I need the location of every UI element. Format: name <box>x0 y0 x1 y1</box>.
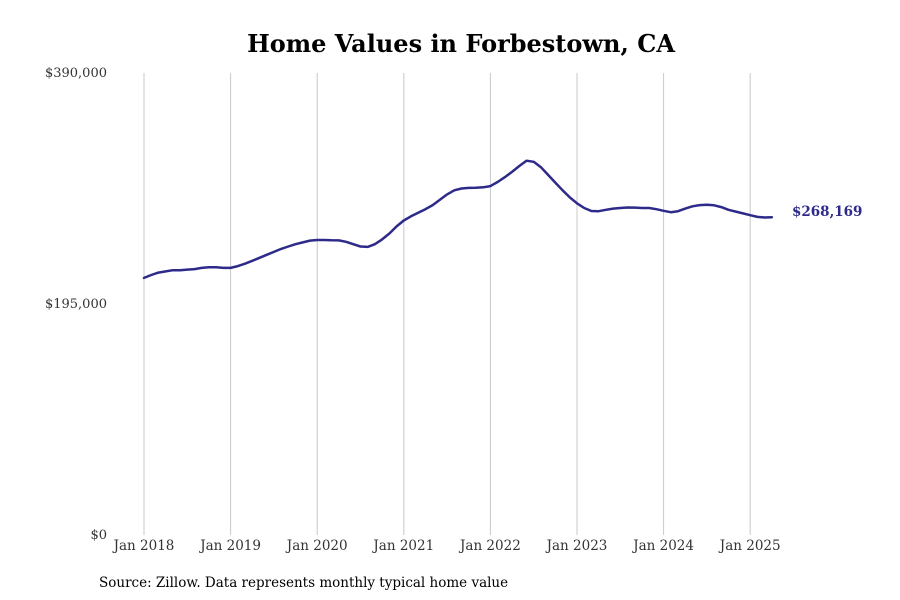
x-tick-label: Jan 2025 <box>718 538 781 554</box>
y-tick-label: $195,000 <box>45 297 107 312</box>
chart-title: Home Values in Forbestown, CA <box>247 29 675 58</box>
source-note: Source: Zillow. Data represents monthly … <box>99 575 508 591</box>
x-tick-label: Jan 2019 <box>198 538 261 554</box>
vertical-gridlines <box>143 73 751 535</box>
home-value-series-line <box>142 159 774 280</box>
x-tick-label: Jan 2018 <box>112 538 175 554</box>
y-tick-label: $390,000 <box>45 66 107 81</box>
x-tick-label: Jan 2023 <box>545 538 608 554</box>
x-tick-label: Jan 2022 <box>458 538 521 554</box>
x-tick-label: Jan 2024 <box>631 538 694 554</box>
y-axis-ticks: $0 $195,000 $390,000 <box>45 66 107 543</box>
x-tick-label: Jan 2020 <box>285 538 348 554</box>
x-axis-ticks: Jan 2018 Jan 2019 Jan 2020 Jan 2021 Jan 2022… <box>112 538 781 554</box>
y-tick-label: $0 <box>90 528 107 543</box>
latest-value-label: $268,169 <box>792 204 862 220</box>
x-tick-label: Jan 2021 <box>371 538 434 554</box>
